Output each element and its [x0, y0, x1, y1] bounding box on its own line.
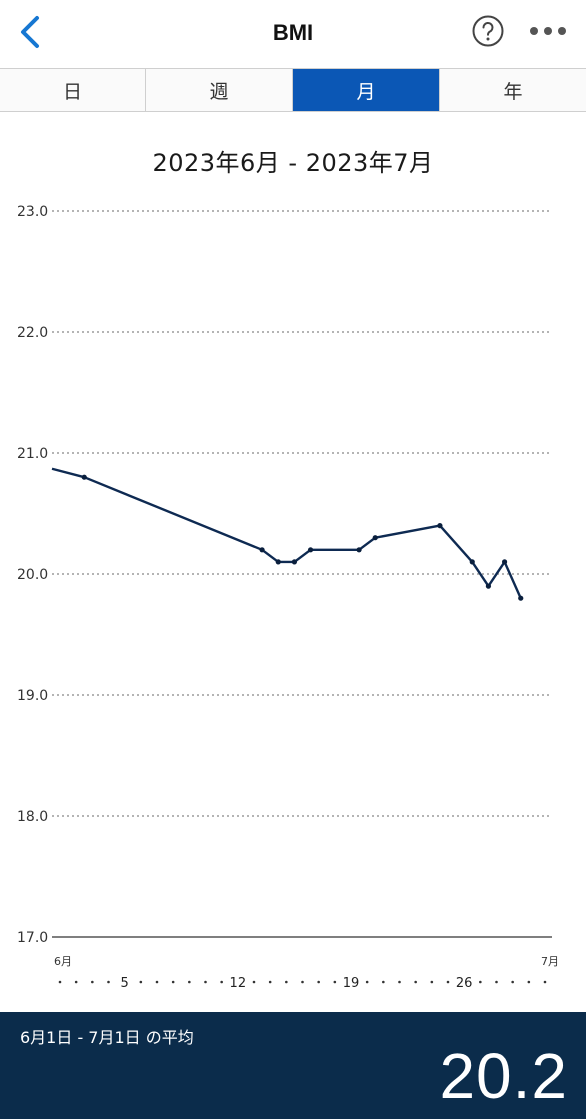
- tab-day[interactable]: 日: [0, 69, 146, 111]
- tab-week[interactable]: 週: [146, 69, 293, 111]
- data-point: [275, 559, 281, 565]
- x-month-label: 7月: [541, 955, 559, 968]
- x-tick-dot: [317, 980, 320, 984]
- x-tick-dot: [446, 980, 450, 984]
- x-tick-label: 26: [456, 976, 473, 991]
- data-point: [437, 523, 443, 529]
- x-tick-dot: [155, 980, 159, 984]
- chevron-left-icon: [21, 16, 39, 48]
- x-tick-label: 12: [230, 976, 247, 991]
- y-tick-label: 23.0: [17, 204, 48, 220]
- data-point: [81, 474, 87, 480]
- x-tick-label: 5: [121, 976, 129, 991]
- back-button[interactable]: [10, 12, 50, 52]
- tab-month[interactable]: 月: [293, 69, 440, 111]
- y-tick-label: 21.0: [17, 446, 48, 462]
- x-tick-dot: [285, 980, 288, 984]
- average-period-label: 6月1日 - 7月1日 の平均: [20, 1028, 194, 1047]
- x-tick-dot: [543, 980, 547, 984]
- data-point: [372, 535, 378, 541]
- help-button[interactable]: [471, 14, 505, 48]
- x-tick-dot: [188, 980, 191, 984]
- average-value: 20.2: [439, 1040, 568, 1112]
- tab-year[interactable]: 年: [440, 69, 586, 111]
- x-tick-dot: [495, 980, 498, 984]
- x-tick-dot: [333, 980, 337, 984]
- data-point: [518, 595, 524, 601]
- bmi-chart: 23.0 22.0 21.0 20.0 19.0 18.0 17.0 5 12 19 26 6月 7月: [17, 204, 559, 991]
- x-tick-dot: [511, 980, 514, 984]
- x-tick-dot: [268, 980, 272, 984]
- x-month-label: 6月: [54, 955, 72, 968]
- x-tick-dot: [430, 980, 434, 984]
- data-point: [291, 559, 298, 565]
- x-tick-dot: [204, 980, 207, 984]
- date-range-label: 2023年6月 - 2023年7月: [152, 149, 434, 177]
- y-tick-label: 20.0: [17, 567, 48, 583]
- more-button[interactable]: [526, 20, 572, 42]
- x-tick-dot: [91, 980, 94, 984]
- average-footer: 6月1日 - 7月1日 の平均 20.2: [0, 1012, 586, 1119]
- period-tabs: 日 週 月 年: [0, 68, 586, 112]
- question-circle-icon: [472, 15, 504, 47]
- data-point: [356, 547, 362, 553]
- x-tick-dot: [252, 980, 256, 984]
- data-point: [469, 559, 475, 565]
- series-line: [51, 467, 522, 599]
- y-tick-label: 17.0: [17, 930, 48, 946]
- x-tick-dot: [365, 980, 369, 984]
- x-tick-dot: [58, 980, 62, 984]
- more-horizontal-icon: [530, 27, 566, 35]
- x-tick-dot: [107, 980, 110, 984]
- x-tick-dot: [479, 980, 482, 984]
- x-tick-dot: [171, 980, 175, 984]
- x-tick-label: 19: [343, 976, 360, 991]
- y-tick-label: 19.0: [17, 688, 48, 704]
- page-title: BMI: [272, 20, 314, 45]
- x-tick-dot: [220, 980, 223, 984]
- x-tick-dot: [398, 980, 401, 984]
- data-point: [259, 547, 265, 553]
- x-tick-dot: [414, 980, 417, 984]
- data-point: [501, 559, 508, 565]
- data-point: [485, 583, 492, 589]
- header: BMI: [0, 0, 586, 68]
- y-tick-label: 18.0: [17, 809, 48, 825]
- x-tick-dot: [139, 980, 143, 984]
- data-point: [307, 547, 314, 553]
- y-tick-label: 22.0: [17, 325, 48, 341]
- x-tick-dot: [527, 980, 531, 984]
- x-tick-dot: [74, 980, 78, 984]
- x-tick-dot: [301, 980, 304, 984]
- x-tick-dot: [382, 980, 385, 984]
